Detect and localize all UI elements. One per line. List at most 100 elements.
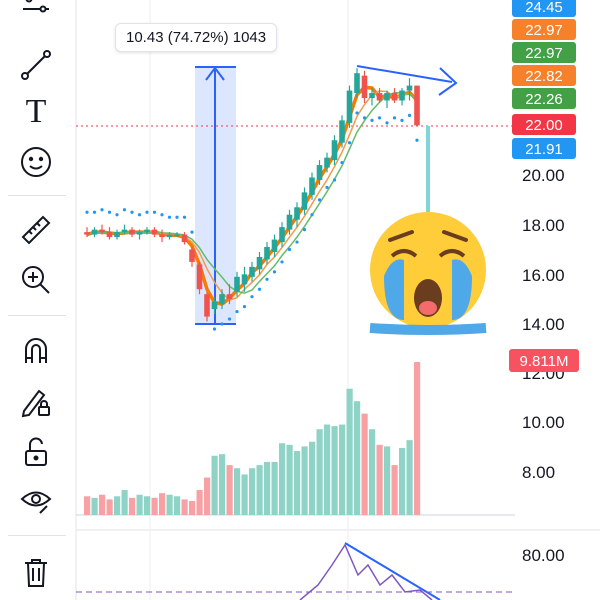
- candle-body: [331, 140, 338, 161]
- volume-bar: [286, 444, 293, 515]
- sar-dot: [265, 277, 269, 281]
- candlesticks: [84, 68, 420, 322]
- visibility-icon[interactable]: [14, 480, 58, 520]
- candle-body: [129, 229, 135, 235]
- sar-dot: [220, 322, 224, 326]
- volume-bar: [271, 461, 278, 515]
- trend-arrow-line: [356, 65, 453, 83]
- magnet-icon[interactable]: [14, 330, 58, 370]
- volume-bar: [346, 388, 353, 515]
- candle-body: [181, 234, 188, 243]
- candle-body: [324, 157, 330, 168]
- toolbar-divider: [8, 195, 66, 196]
- sar-dot: [392, 116, 397, 120]
- candle-body: [271, 239, 278, 252]
- trend-line-icon[interactable]: [14, 45, 58, 85]
- sar-dot: [287, 247, 292, 252]
- volume-bar: [211, 455, 218, 515]
- volume-bar: [249, 468, 256, 515]
- sar-dot: [415, 138, 419, 142]
- crying-emoji[interactable]: [369, 212, 487, 335]
- price-tag: 22.00: [512, 114, 576, 135]
- price-tag: 24.45: [512, 0, 576, 17]
- sar-dot: [407, 113, 412, 117]
- trend-arrow[interactable]: [356, 65, 458, 96]
- volume-bar: [391, 465, 398, 515]
- price-tag-value: 21.91: [525, 141, 563, 158]
- emoji-icon[interactable]: [14, 142, 58, 182]
- volume-bar: [196, 490, 203, 515]
- candle-body: [414, 85, 420, 126]
- price-tag-bg: [512, 0, 576, 17]
- volume-bar: [324, 424, 331, 515]
- candle-body: [346, 90, 353, 123]
- candle-body: [391, 93, 398, 101]
- sar-dot: [160, 213, 164, 217]
- emoji-tongue: [419, 301, 437, 315]
- candle-body: [166, 234, 173, 238]
- measure-arrow-head: [205, 66, 225, 81]
- candle-body: [204, 294, 210, 317]
- candle-body: [144, 229, 150, 233]
- candle-body: [256, 256, 263, 270]
- price-tags: 24.45 22.97 22.97 22.82 22.26 22.00 21.91 9.811…: [509, 0, 579, 372]
- candle-body: [99, 229, 105, 233]
- price-tag-bg: [512, 138, 576, 159]
- price-axis-label: 10.00: [522, 413, 565, 432]
- candle-body: [369, 93, 375, 99]
- sar-dot: [295, 240, 299, 244]
- sar-dot: [362, 116, 367, 120]
- candle-body: [121, 229, 128, 233]
- trash-icon[interactable]: [14, 552, 58, 592]
- volume-bar: [234, 468, 241, 515]
- sar-dot: [145, 210, 149, 214]
- price-tag-bg: [512, 88, 576, 109]
- sar-dot: [250, 295, 254, 299]
- sar-dot: [325, 185, 329, 190]
- sar-dot: [370, 118, 374, 122]
- oscillator-divergence[interactable]: [344, 542, 441, 600]
- candle-body: [399, 90, 405, 101]
- zoom-in-icon[interactable]: [14, 260, 58, 300]
- emoji-brow-left: [388, 230, 414, 242]
- price-tag: 22.82: [512, 65, 576, 86]
- unlock-icon[interactable]: [14, 432, 58, 472]
- sar-dot: [347, 141, 352, 145]
- ruler-icon[interactable]: [14, 210, 58, 250]
- price-tag-bg: [512, 114, 576, 135]
- volume-bar: [414, 362, 421, 515]
- volume-bar: [361, 413, 368, 515]
- volume-bar: [84, 496, 91, 515]
- sar-dot: [122, 208, 127, 212]
- candle-body: [354, 73, 360, 94]
- candle-body: [241, 274, 248, 285]
- toolbar-divider: [8, 535, 66, 536]
- sar-dot: [235, 309, 239, 314]
- text-icon[interactable]: T: [14, 92, 58, 132]
- sar-dot: [107, 210, 112, 214]
- lock-drawing-icon[interactable]: [14, 382, 58, 422]
- candle-body: [189, 249, 195, 262]
- oscillator-line: [299, 543, 433, 600]
- candle-body: [339, 120, 345, 143]
- candle-body: [301, 192, 308, 210]
- price-tag-value: 22.00: [525, 117, 563, 134]
- volume-tag-value: 9.811M: [520, 353, 569, 370]
- volume-bar: [219, 454, 226, 515]
- volume-bar: [121, 490, 128, 515]
- volume-bar: [316, 429, 323, 515]
- sar-dot: [242, 305, 247, 309]
- volume-bars: [84, 362, 421, 515]
- sar-dot: [317, 198, 322, 202]
- candle-body: [106, 232, 113, 238]
- sar-dot: [100, 208, 104, 212]
- candle-body: [286, 214, 293, 230]
- price-axis-label: 20.00: [522, 166, 565, 185]
- candle-body: [84, 232, 90, 235]
- price-axis-label: 8.00: [522, 463, 555, 482]
- emoji-tear-right: [452, 259, 472, 320]
- candle-body: [174, 234, 180, 237]
- indicators-icon[interactable]: [14, 0, 58, 30]
